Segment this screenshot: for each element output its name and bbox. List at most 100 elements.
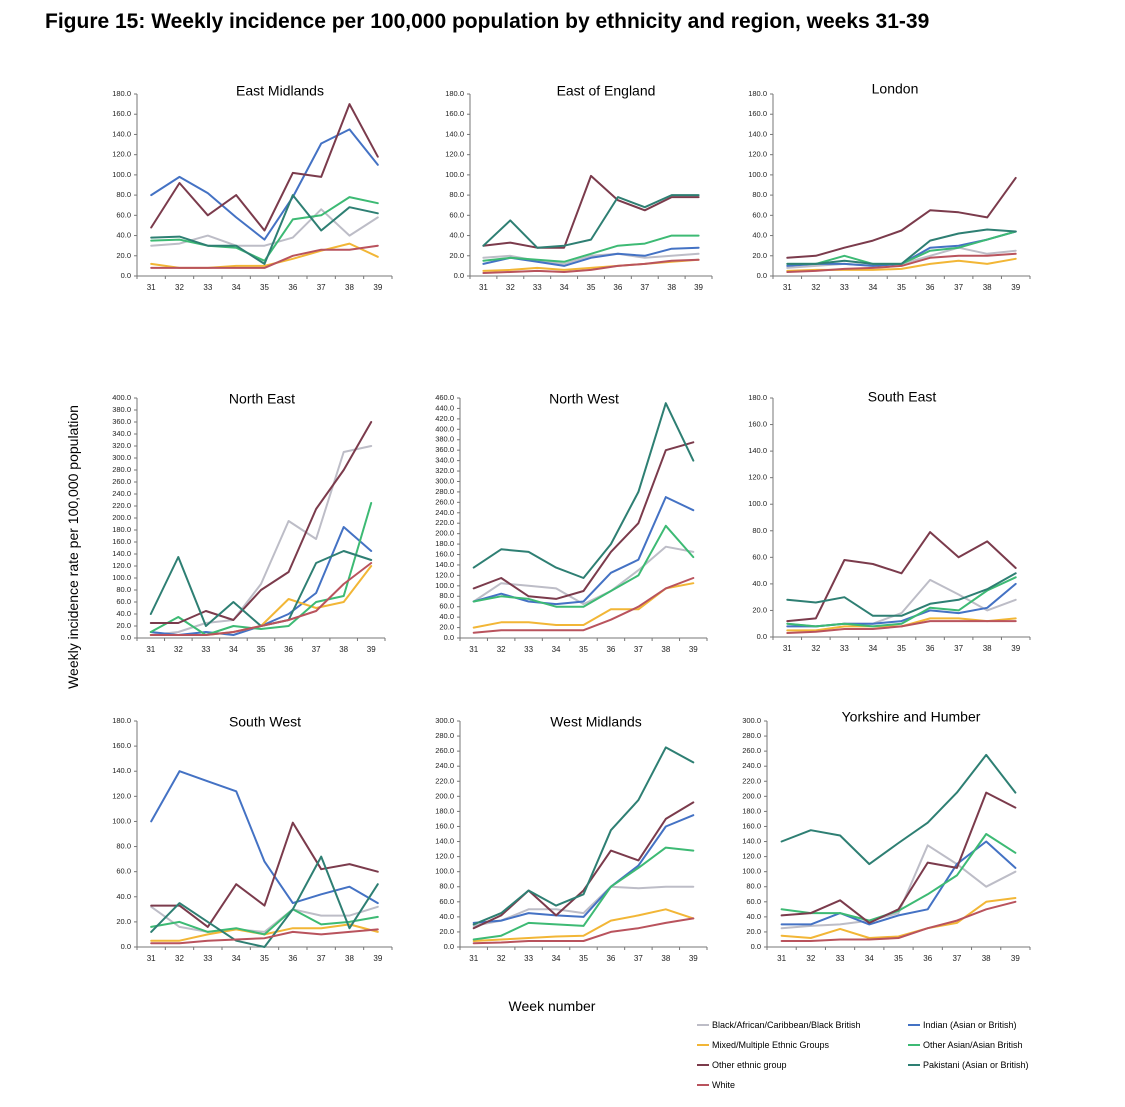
y-tick-label: 0.0 xyxy=(444,633,454,642)
y-tick-label: 60.0 xyxy=(116,210,131,219)
legend-swatch xyxy=(908,1064,920,1066)
y-tick-label: 340.0 xyxy=(112,429,131,438)
y-tick-label: 60.0 xyxy=(439,602,454,611)
chart-title: East Midlands xyxy=(236,83,324,99)
y-tick-label: 40.0 xyxy=(116,609,131,618)
y-tick-label: 120.0 xyxy=(445,150,464,159)
x-tick-label: 36 xyxy=(926,283,935,292)
y-tick-label: 420.0 xyxy=(435,414,454,423)
y-tick-label: 20.0 xyxy=(116,917,131,926)
x-tick-label: 34 xyxy=(560,283,569,292)
y-tick-label: 180.0 xyxy=(112,525,131,534)
legend-item: Mixed/Multiple Ethnic Groups xyxy=(697,1040,829,1050)
y-tick-label: 280.0 xyxy=(112,465,131,474)
x-tick-label: 32 xyxy=(506,283,515,292)
y-tick-label: 20.0 xyxy=(449,251,464,260)
x-tick-label: 39 xyxy=(1011,283,1020,292)
x-tick-label: 39 xyxy=(689,954,698,963)
y-tick-label: 400.0 xyxy=(435,424,454,433)
y-tick-label: 100.0 xyxy=(112,816,131,825)
x-tick-label: 35 xyxy=(587,283,596,292)
y-tick-label: 120.0 xyxy=(112,150,131,159)
series-line-other-asian-asian-british xyxy=(472,524,695,608)
x-axis-label: Week number xyxy=(508,998,596,1014)
x-tick-label: 33 xyxy=(533,283,542,292)
series-line-white xyxy=(149,562,373,636)
y-tick-label: 240.0 xyxy=(112,489,131,498)
x-tick-label: 31 xyxy=(147,954,156,963)
x-tick-label: 33 xyxy=(840,644,849,653)
y-tick-label: 440.0 xyxy=(435,403,454,412)
y-tick-label: 20.0 xyxy=(752,605,767,614)
x-tick-label: 32 xyxy=(811,644,820,653)
x-tick-label: 37 xyxy=(634,954,643,963)
series-line-indian-asian-or-british xyxy=(149,526,373,636)
x-tick-label: 39 xyxy=(694,283,703,292)
x-tick-label: 35 xyxy=(260,283,269,292)
y-tick-label: 280.0 xyxy=(742,731,761,740)
series-line-other-asian-asian-british xyxy=(149,502,373,636)
series-line-pakistani-asian-or-british xyxy=(150,855,379,948)
series-line-white xyxy=(472,917,695,945)
x-tick-label: 36 xyxy=(606,645,615,654)
legend-swatch xyxy=(908,1024,920,1026)
y-tick-label: 0.0 xyxy=(757,271,767,280)
y-tick-label: 160.0 xyxy=(748,420,767,429)
y-tick-label: 60.0 xyxy=(116,597,131,606)
chart-north-west: North West0.020.040.060.080.0100.0120.01… xyxy=(435,391,708,654)
y-tick-label: 100.0 xyxy=(748,499,767,508)
x-tick-label: 39 xyxy=(1011,644,1020,653)
series-line-other-asian-asian-british xyxy=(472,846,695,941)
y-tick-label: 40.0 xyxy=(746,912,761,921)
legend-item: White xyxy=(697,1080,735,1090)
x-tick-label: 35 xyxy=(894,954,903,963)
x-tick-label: 38 xyxy=(661,954,670,963)
y-tick-label: 20.0 xyxy=(116,621,131,630)
x-tick-label: 38 xyxy=(983,644,992,653)
x-tick-label: 32 xyxy=(806,954,815,963)
y-tick-label: 20.0 xyxy=(752,251,767,260)
x-tick-label: 34 xyxy=(865,954,874,963)
y-tick-label: 140.0 xyxy=(112,549,131,558)
series-line-pakistani-asian-or-british xyxy=(472,402,695,579)
y-tick-label: 120.0 xyxy=(112,791,131,800)
x-tick-label: 33 xyxy=(840,283,849,292)
y-tick-label: 140.0 xyxy=(742,837,761,846)
chart-title: Yorkshire and Humber xyxy=(842,709,981,725)
x-tick-label: 36 xyxy=(926,644,935,653)
series-line-other-asian-asian-british xyxy=(786,576,1017,628)
y-tick-label: 80.0 xyxy=(116,585,131,594)
chart-south-west: South West 0.0 20.0 40.0 60.0 80.0 100.0 120.0 1… xyxy=(112,714,393,963)
y-tick-label: 240.0 xyxy=(742,761,761,770)
x-tick-label: 37 xyxy=(317,954,326,963)
series-line-white xyxy=(150,928,379,945)
y-tick-label: 240.0 xyxy=(435,761,454,770)
y-tick-label: 300.0 xyxy=(112,453,131,462)
x-tick-label: 33 xyxy=(836,954,845,963)
x-tick-label: 35 xyxy=(579,954,588,963)
y-tick-label: 260.0 xyxy=(112,477,131,486)
legend-label: Pakistani (Asian or British) xyxy=(923,1060,1029,1070)
y-tick-label: 360.0 xyxy=(435,445,454,454)
x-tick-label: 37 xyxy=(952,954,961,963)
x-tick-label: 31 xyxy=(147,283,156,292)
series-line-other-ethnic-group xyxy=(150,103,379,232)
series-line-other-ethnic-group xyxy=(482,174,700,249)
series-line-pakistani-asian-or-british xyxy=(472,746,695,926)
y-tick-label: 260.0 xyxy=(742,746,761,755)
y-tick-label: 180.0 xyxy=(112,716,131,725)
chart-east-of-england: East of England 0.0 20.0 40.0 60.0 80.0 100.0 1… xyxy=(445,83,713,292)
series-line-mixed-multiple-ethnic-groups xyxy=(149,565,373,636)
y-tick-label: 160.0 xyxy=(435,550,454,559)
series-line-indian-asian-or-british xyxy=(150,128,379,241)
x-tick-label: 32 xyxy=(175,283,184,292)
y-tick-label: 160.0 xyxy=(112,109,131,118)
series-line-pakistani-asian-or-british xyxy=(780,753,1017,866)
series-line-other-ethnic-group xyxy=(472,441,695,600)
chart-london: London 0.0 20.0 40.0 60.0 80.0 100.0 120.0 140.0… xyxy=(748,81,1031,292)
y-tick-label: 20.0 xyxy=(439,927,454,936)
series-line-white xyxy=(786,252,1017,273)
series-line-other-asian-asian-british xyxy=(150,908,379,936)
legend-item: Other Asian/Asian British xyxy=(908,1040,1023,1050)
